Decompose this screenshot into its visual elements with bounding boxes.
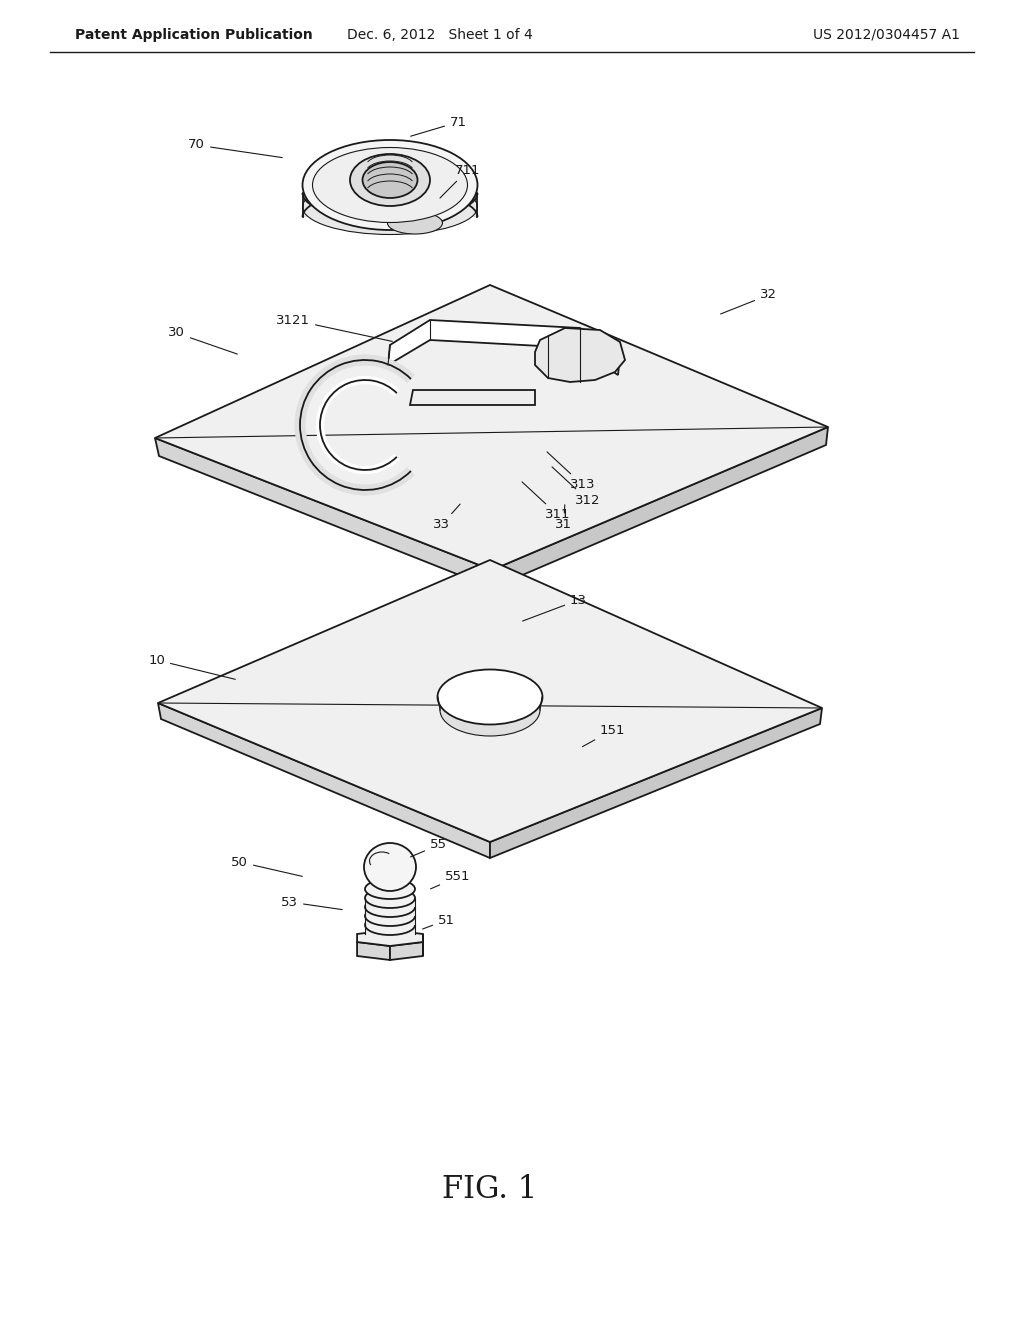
Polygon shape	[155, 438, 492, 587]
Ellipse shape	[387, 213, 442, 234]
Text: 70: 70	[188, 139, 283, 157]
Text: 3121: 3121	[276, 314, 392, 342]
Ellipse shape	[437, 669, 543, 725]
Polygon shape	[540, 338, 618, 362]
Text: 151: 151	[583, 723, 626, 747]
Polygon shape	[365, 898, 415, 907]
Polygon shape	[365, 925, 415, 935]
Text: Dec. 6, 2012   Sheet 1 of 4: Dec. 6, 2012 Sheet 1 of 4	[347, 28, 532, 42]
Text: 311: 311	[522, 482, 570, 521]
Ellipse shape	[365, 915, 415, 935]
Text: 30: 30	[168, 326, 238, 354]
Polygon shape	[365, 916, 415, 925]
Polygon shape	[388, 319, 620, 375]
Polygon shape	[410, 389, 535, 405]
Text: 50: 50	[231, 855, 302, 876]
Text: 71: 71	[411, 116, 467, 136]
Polygon shape	[357, 942, 390, 960]
Polygon shape	[535, 327, 625, 381]
Polygon shape	[492, 426, 828, 587]
Ellipse shape	[302, 180, 477, 235]
Polygon shape	[357, 931, 423, 946]
Ellipse shape	[365, 879, 415, 899]
Text: 51: 51	[423, 913, 455, 929]
Text: 53: 53	[281, 895, 342, 909]
Polygon shape	[158, 560, 822, 842]
Text: US 2012/0304457 A1: US 2012/0304457 A1	[813, 28, 961, 42]
Ellipse shape	[362, 162, 418, 198]
Ellipse shape	[302, 140, 477, 230]
Text: 312: 312	[552, 467, 600, 507]
Ellipse shape	[365, 898, 415, 917]
Ellipse shape	[364, 843, 416, 891]
Text: 551: 551	[430, 870, 470, 888]
Text: 31: 31	[555, 504, 572, 532]
Text: 313: 313	[547, 451, 596, 491]
Polygon shape	[490, 708, 822, 858]
Polygon shape	[365, 907, 415, 916]
Text: FIG. 1: FIG. 1	[442, 1175, 538, 1205]
Text: Patent Application Publication: Patent Application Publication	[75, 28, 312, 42]
Ellipse shape	[365, 906, 415, 927]
Text: 32: 32	[721, 289, 777, 314]
Ellipse shape	[440, 684, 540, 737]
Text: 711: 711	[440, 164, 480, 198]
Polygon shape	[303, 193, 477, 216]
Text: 33: 33	[433, 504, 460, 532]
Ellipse shape	[365, 888, 415, 908]
Ellipse shape	[350, 154, 430, 206]
Ellipse shape	[312, 148, 468, 223]
Polygon shape	[390, 942, 423, 960]
Text: 13: 13	[522, 594, 587, 620]
Text: 10: 10	[148, 653, 236, 680]
Polygon shape	[158, 704, 490, 858]
Polygon shape	[155, 285, 828, 570]
Text: 55: 55	[411, 838, 447, 857]
